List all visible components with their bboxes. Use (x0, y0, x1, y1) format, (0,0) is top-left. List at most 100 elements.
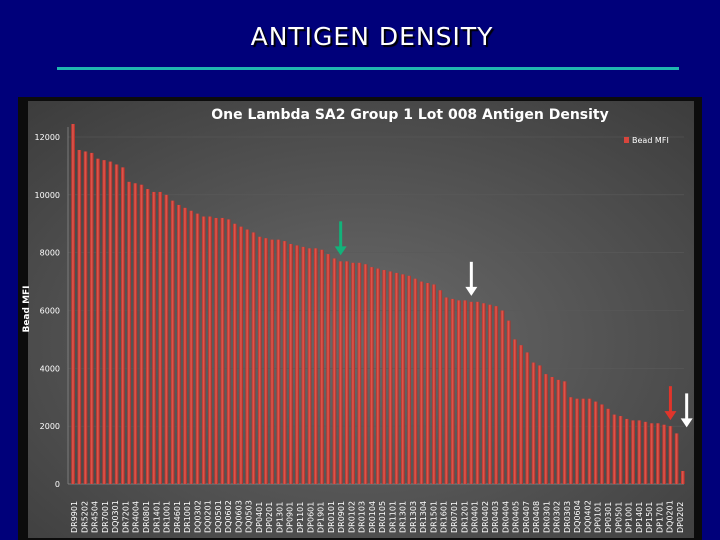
x-tick-label: DP1301 (275, 502, 284, 533)
green-arrow-annotation (334, 221, 347, 256)
bar (71, 123, 75, 485)
x-tick-label: DR0302 (553, 501, 562, 533)
x-tick-label: DR1201 (460, 501, 469, 533)
bar (301, 246, 306, 484)
bar (649, 423, 654, 484)
bar (320, 249, 324, 484)
bar (531, 362, 536, 484)
bar-chart: One Lambda SA2 Group 1 Lot 008 Antigen D… (22, 101, 694, 538)
x-tick-label: DR5202 (80, 501, 89, 533)
bar (606, 408, 611, 484)
y-tick-label: 8000 (40, 249, 60, 258)
bar (475, 301, 480, 484)
x-tick-label: DP1901 (317, 502, 326, 533)
bar (345, 261, 349, 484)
x-tick-label: DQ0602 (224, 500, 233, 533)
chart-panel: One Lambda SA2 Group 1 Lot 008 Antigen D… (18, 97, 702, 540)
x-tick-label: DR0105 (378, 501, 387, 533)
bar (127, 181, 131, 484)
bar (413, 278, 418, 484)
x-tick-label: DR0405 (512, 501, 521, 533)
x-tick-label: DQ0603 (234, 500, 243, 533)
x-tick-label: DQ0501 (214, 500, 223, 533)
x-tick-label: DP0901 (286, 502, 295, 533)
white-arrow-annotation (680, 393, 693, 428)
bar (102, 160, 107, 484)
bar (519, 345, 523, 484)
x-tick-label: DQ0302 (193, 500, 202, 533)
x-tick-label: DR0403 (491, 501, 500, 533)
x-tick-label: DR1301 (399, 501, 408, 533)
x-tick-label: DR1001 (163, 501, 172, 533)
bar (457, 300, 461, 484)
bar (500, 310, 505, 484)
x-tick-label: DR0104 (368, 501, 377, 533)
bar (419, 281, 424, 484)
bar (438, 290, 443, 484)
x-tick-label: DR0901 (337, 501, 346, 533)
bar (208, 216, 212, 484)
bar (643, 421, 648, 484)
x-tick-label: DP0501 (614, 502, 623, 533)
x-tick-label: DR9901 (70, 501, 79, 533)
title-divider (57, 67, 679, 70)
x-tick-label: DR1401 (152, 501, 161, 533)
bar (681, 470, 685, 484)
x-tick-label: DQ0201 (204, 500, 213, 533)
bar (332, 258, 337, 484)
y-tick-label: 4000 (40, 364, 60, 373)
bar (376, 268, 380, 484)
x-tick-label: DR0101 (327, 501, 336, 533)
bar (145, 189, 150, 485)
bar (282, 241, 287, 484)
bar (612, 414, 617, 484)
y-tick-label: 10000 (35, 191, 60, 200)
bar (264, 238, 268, 484)
slide-title: ANTIGEN DENSITY (250, 22, 494, 51)
bar (581, 398, 586, 484)
x-tick-label: DR0404 (501, 501, 510, 533)
bar (121, 167, 125, 485)
bar (369, 267, 374, 484)
bar (295, 245, 299, 484)
x-tick-label: DQ0201 (666, 500, 675, 533)
bar (432, 284, 436, 484)
bar (537, 365, 542, 484)
bar (631, 420, 635, 484)
legend-swatch (624, 137, 629, 143)
x-tick-label: DP0201 (265, 502, 274, 533)
x-tick-label: DP1101 (296, 502, 305, 533)
bar (494, 306, 499, 484)
x-tick-label: DR4004 (132, 501, 141, 533)
x-tick-label: DR4601 (173, 501, 182, 533)
bar (257, 236, 262, 484)
x-tick-label: DR0102 (347, 501, 356, 533)
bar (618, 416, 623, 484)
bar (444, 297, 449, 484)
bar (463, 300, 467, 484)
x-tick-label: DR7201 (121, 501, 130, 533)
x-tick-label: DR0301 (542, 501, 551, 533)
y-tick-label: 2000 (40, 422, 60, 431)
x-tick-label: DR0701 (450, 501, 459, 533)
bar (83, 151, 88, 485)
bar (226, 219, 231, 484)
bar (195, 213, 200, 485)
x-tick-label: DR0303 (563, 501, 572, 533)
bar (562, 381, 567, 484)
x-tick-label: DR0103 (358, 501, 367, 533)
x-tick-label: DQ0402 (583, 500, 592, 533)
bar (674, 433, 679, 484)
bar (152, 191, 156, 485)
bar (407, 275, 411, 484)
bar (313, 248, 318, 484)
bar (656, 423, 660, 484)
bar (114, 164, 119, 484)
bar (587, 398, 592, 484)
bar (189, 210, 194, 485)
bar (214, 217, 219, 484)
bar (481, 303, 486, 484)
bar (569, 397, 573, 484)
bar (556, 379, 561, 484)
bar (326, 254, 331, 484)
